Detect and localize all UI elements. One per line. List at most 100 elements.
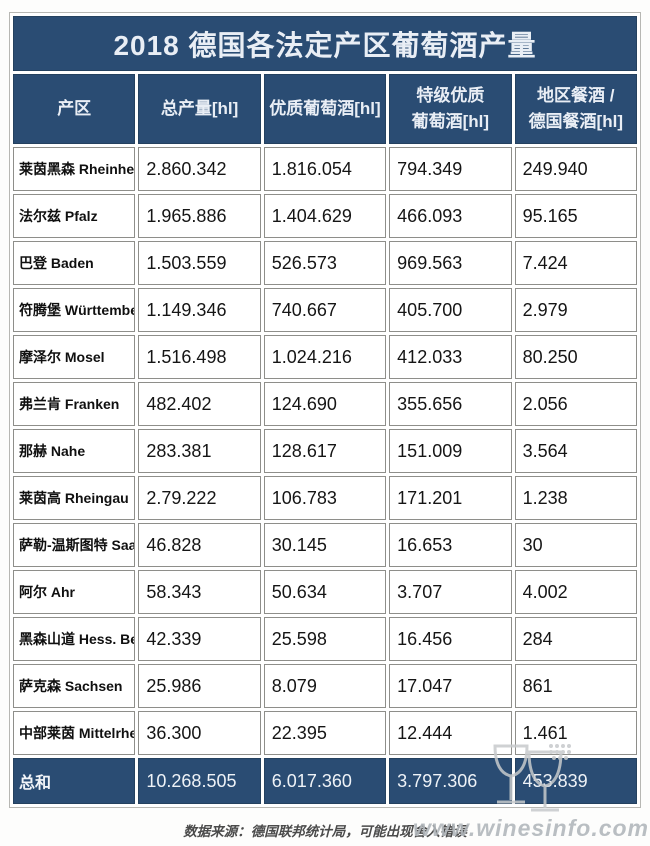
landwein-sum-cell: 453.839 — [514, 758, 637, 804]
table-row: 黑森山道 Hess. Bergstraße 42.339 25.598 16.4… — [13, 617, 637, 661]
column-header-text: 德国餐酒[hl] — [528, 112, 623, 131]
region-cell: 阿尔 Ahr — [13, 570, 136, 614]
pradikat-wine-cell: 16.456 — [389, 617, 512, 661]
column-header-region: 产区 — [13, 74, 136, 144]
column-header-text: 葡萄酒[hl] — [411, 112, 490, 131]
region-cell: 萨克森 Sachsen — [13, 664, 136, 708]
landwein-cell: 30 — [514, 523, 637, 567]
quality-wine-cell: 1.024.216 — [263, 335, 387, 379]
total-label-cell: 总和 — [13, 758, 136, 804]
total-production-sum-cell: 10.268.505 — [138, 758, 261, 804]
column-header-text: 总产量[hl] — [160, 99, 239, 118]
region-cell: 莱茵高 Rheingau — [13, 476, 136, 520]
quality-wine-cell: 526.573 — [263, 241, 387, 285]
table-row: 中部莱茵 Mittelrhein 36.300 22.395 12.444 1.… — [13, 711, 637, 755]
quality-wine-cell: 30.145 — [263, 523, 387, 567]
landwein-cell: 861 — [514, 664, 637, 708]
table-row: 法尔兹 Pfalz 1.965.886 1.404.629 466.093 95… — [13, 194, 637, 238]
table-row: 阿尔 Ahr 58.343 50.634 3.707 4.002 — [13, 570, 637, 614]
total-production-cell: 1.149.346 — [138, 288, 261, 332]
table-row: 萨克森 Sachsen 25.986 8.079 17.047 861 — [13, 664, 637, 708]
total-production-cell: 58.343 — [138, 570, 261, 614]
total-production-cell: 25.986 — [138, 664, 261, 708]
table-row: 莱茵高 Rheingau 2.79.222 106.783 171.201 1.… — [13, 476, 637, 520]
region-cell: 那赫 Nahe — [13, 429, 136, 473]
pradikat-wine-cell: 171.201 — [389, 476, 512, 520]
total-production-cell: 1.516.498 — [138, 335, 261, 379]
landwein-cell: 249.940 — [514, 147, 637, 191]
wine-production-table: 2018 德国各法定产区葡萄酒产量 产区 总产量[hl] 优质葡萄酒[hl] — [10, 13, 640, 807]
landwein-cell: 7.424 — [514, 241, 637, 285]
landwein-cell: 1.238 — [514, 476, 637, 520]
total-production-cell: 1.965.886 — [138, 194, 261, 238]
landwein-cell: 2.979 — [514, 288, 637, 332]
total-production-cell: 283.381 — [138, 429, 261, 473]
total-production-cell: 46.828 — [138, 523, 261, 567]
quality-wine-cell: 128.617 — [263, 429, 387, 473]
wine-production-table-frame: 2018 德国各法定产区葡萄酒产量 产区 总产量[hl] 优质葡萄酒[hl] — [9, 12, 641, 808]
landwein-cell: 1.461 — [514, 711, 637, 755]
total-production-cell: 482.402 — [138, 382, 261, 426]
quality-wine-cell: 124.690 — [263, 382, 387, 426]
pradikat-wine-cell: 969.563 — [389, 241, 512, 285]
quality-wine-sum-cell: 6.017.360 — [263, 758, 387, 804]
pradikat-wine-cell: 405.700 — [389, 288, 512, 332]
region-cell: 法尔兹 Pfalz — [13, 194, 136, 238]
table-row: 那赫 Nahe 283.381 128.617 151.009 3.564 — [13, 429, 637, 473]
region-cell: 黑森山道 Hess. Bergstraße — [13, 617, 136, 661]
title-row: 2018 德国各法定产区葡萄酒产量 — [13, 16, 637, 71]
quality-wine-cell: 50.634 — [263, 570, 387, 614]
pradikat-wine-cell: 12.444 — [389, 711, 512, 755]
landwein-cell: 284 — [514, 617, 637, 661]
region-cell: 巴登 Baden — [13, 241, 136, 285]
pradikat-wine-cell: 412.033 — [389, 335, 512, 379]
pradikat-wine-cell: 794.349 — [389, 147, 512, 191]
column-header-text: 地区餐酒 / — [537, 86, 615, 105]
total-row: 总和 10.268.505 6.017.360 3.797.306 453.83… — [13, 758, 637, 804]
page-title: 2018 德国各法定产区葡萄酒产量 — [13, 16, 637, 71]
quality-wine-cell: 106.783 — [263, 476, 387, 520]
region-cell: 摩泽尔 Mosel — [13, 335, 136, 379]
table-row: 巴登 Baden 1.503.559 526.573 969.563 7.424 — [13, 241, 637, 285]
total-production-cell: 42.339 — [138, 617, 261, 661]
pradikat-wine-cell: 17.047 — [389, 664, 512, 708]
quality-wine-cell: 25.598 — [263, 617, 387, 661]
region-cell: 符腾堡 Württemberg — [13, 288, 136, 332]
quality-wine-cell: 740.667 — [263, 288, 387, 332]
column-header-text: 优质葡萄酒[hl] — [269, 99, 381, 118]
table-row: 摩泽尔 Mosel 1.516.498 1.024.216 412.033 80… — [13, 335, 637, 379]
quality-wine-cell: 8.079 — [263, 664, 387, 708]
total-production-cell: 36.300 — [138, 711, 261, 755]
pradikat-wine-sum-cell: 3.797.306 — [389, 758, 512, 804]
column-header-text: 特级优质 — [416, 86, 485, 105]
data-source-note: 数据来源：德国联邦统计局，可能出现舍入错误 — [183, 824, 467, 839]
region-cell: 中部莱茵 Mittelrhein — [13, 711, 136, 755]
pradikat-wine-cell: 3.707 — [389, 570, 512, 614]
quality-wine-cell: 1.816.054 — [263, 147, 387, 191]
table-row: 莱茵黑森 Rheinhessen 2.860.342 1.816.054 794… — [13, 147, 637, 191]
column-header-quality-wine: 优质葡萄酒[hl] — [263, 74, 387, 144]
table-row: 弗兰肯 Franken 482.402 124.690 355.656 2.05… — [13, 382, 637, 426]
landwein-cell: 80.250 — [514, 335, 637, 379]
total-production-cell: 1.503.559 — [138, 241, 261, 285]
total-production-cell: 2.79.222 — [138, 476, 261, 520]
pradikat-wine-cell: 466.093 — [389, 194, 512, 238]
landwein-cell: 2.056 — [514, 382, 637, 426]
landwein-cell: 3.564 — [514, 429, 637, 473]
column-header-total-production: 总产量[hl] — [138, 74, 261, 144]
region-cell: 弗兰肯 Franken — [13, 382, 136, 426]
pradikat-wine-cell: 151.009 — [389, 429, 512, 473]
column-header-pradikat-wine: 特级优质 葡萄酒[hl] — [389, 74, 512, 144]
quality-wine-cell: 22.395 — [263, 711, 387, 755]
landwein-cell: 95.165 — [514, 194, 637, 238]
table-row: 符腾堡 Württemberg 1.149.346 740.667 405.70… — [13, 288, 637, 332]
column-header-text: 产区 — [57, 99, 92, 118]
region-cell: 莱茵黑森 Rheinhessen — [13, 147, 136, 191]
total-production-cell: 2.860.342 — [138, 147, 261, 191]
pradikat-wine-cell: 16.653 — [389, 523, 512, 567]
quality-wine-cell: 1.404.629 — [263, 194, 387, 238]
pradikat-wine-cell: 355.656 — [389, 382, 512, 426]
region-cell: 萨勒-温斯图特 Saale-Unstrut — [13, 523, 136, 567]
landwein-cell: 4.002 — [514, 570, 637, 614]
